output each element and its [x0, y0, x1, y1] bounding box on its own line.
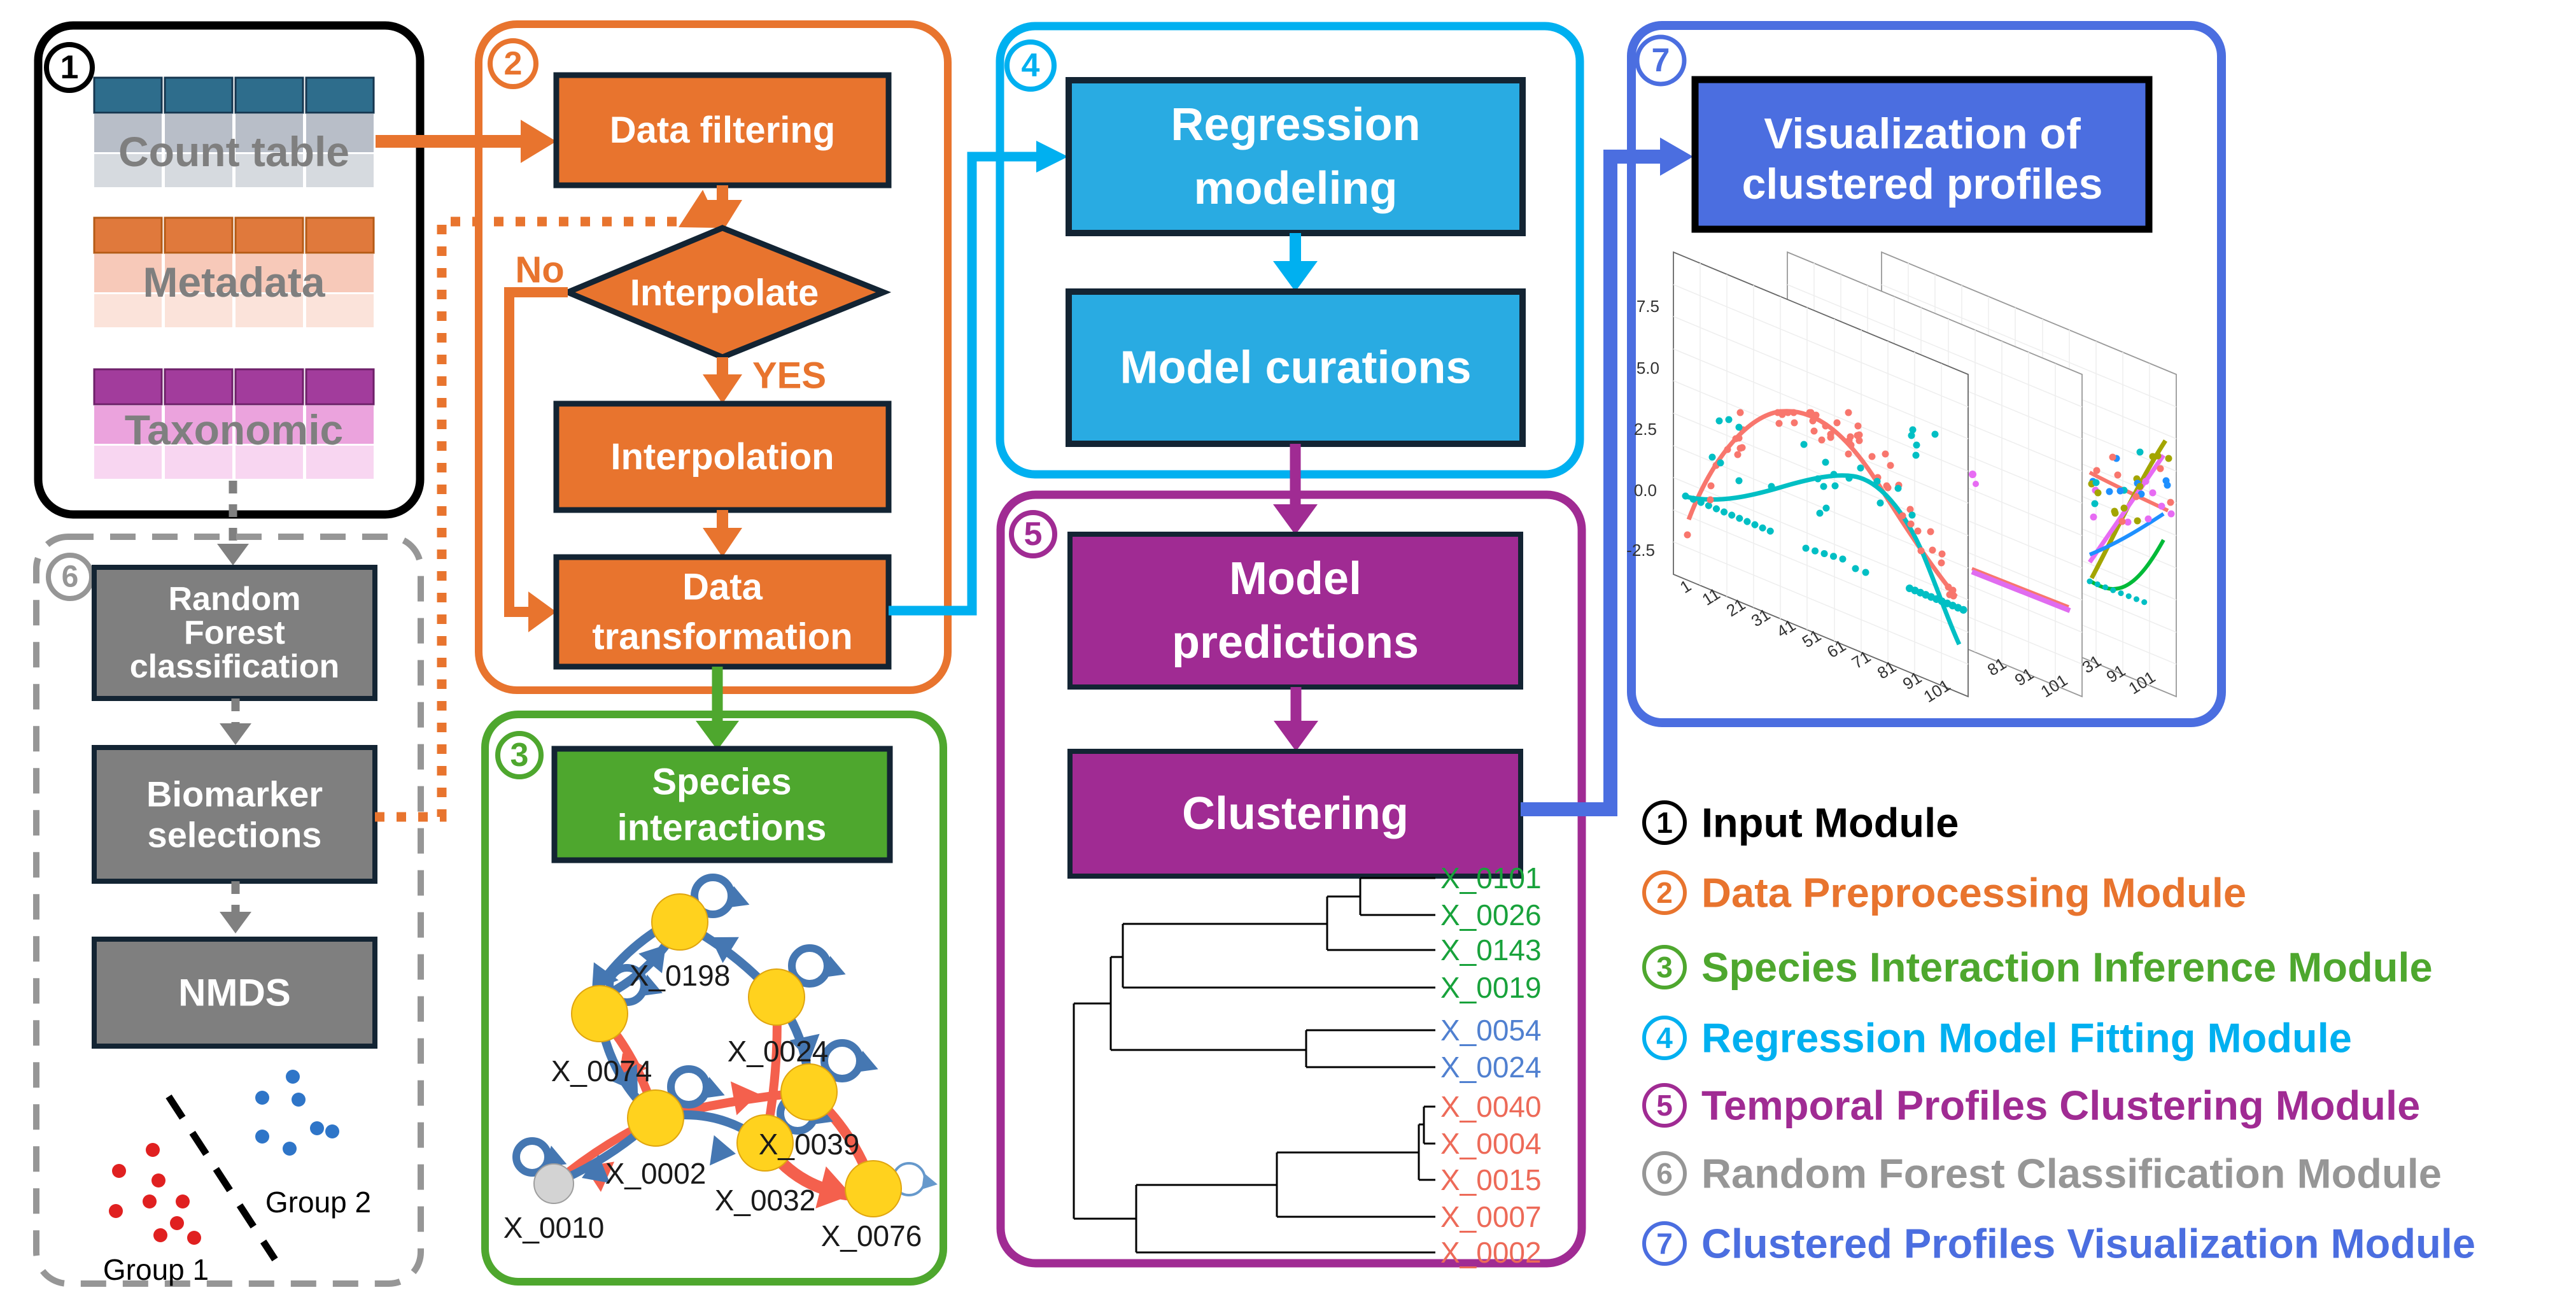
svg-text:X_0019: X_0019: [1440, 971, 1542, 1004]
svg-text:Species Interaction Inference: Species Interaction Inference Module: [1701, 944, 2433, 991]
svg-text:2: 2: [1656, 876, 1673, 909]
svg-text:X_0101: X_0101: [1440, 861, 1542, 895]
svg-text:predictions: predictions: [1172, 617, 1419, 668]
svg-text:Group 1: Group 1: [103, 1253, 209, 1286]
svg-text:Random Forest Classification M: Random Forest Classification Module: [1701, 1151, 2442, 1197]
svg-text:3: 3: [510, 737, 529, 774]
svg-text:Interpolate: Interpolate: [630, 273, 819, 314]
svg-text:X_0076: X_0076: [821, 1219, 922, 1252]
svg-text:Clustered Profiles Visualizati: Clustered Profiles Visualization Module: [1701, 1221, 2475, 1267]
svg-text:6: 6: [1656, 1157, 1673, 1190]
svg-text:Taxonomic: Taxonomic: [125, 406, 344, 453]
svg-text:Group 2: Group 2: [265, 1186, 371, 1219]
svg-text:Temporal Profiles Clustering M: Temporal Profiles Clustering Module: [1701, 1082, 2420, 1129]
svg-text:X_0198: X_0198: [630, 959, 731, 992]
svg-text:7: 7: [1652, 42, 1670, 79]
svg-text:X_0032: X_0032: [715, 1184, 816, 1217]
svg-text:Clustering: Clustering: [1182, 788, 1409, 839]
svg-text:Regression Model Fitting Modul: Regression Model Fitting Module: [1701, 1015, 2352, 1061]
svg-text:X_0004: X_0004: [1440, 1127, 1542, 1160]
svg-text:X_0024: X_0024: [728, 1035, 829, 1068]
svg-text:5: 5: [1024, 516, 1043, 553]
svg-text:Metadata: Metadata: [143, 259, 325, 306]
svg-text:1: 1: [1656, 806, 1673, 839]
svg-text:Data: Data: [682, 567, 763, 608]
svg-text:X_0039: X_0039: [759, 1128, 860, 1161]
svg-text:modeling: modeling: [1194, 163, 1398, 214]
svg-text:interactions: interactions: [617, 807, 827, 849]
svg-text:1: 1: [60, 49, 79, 86]
svg-text:X_0007: X_0007: [1440, 1200, 1542, 1233]
svg-text:X_0143: X_0143: [1440, 933, 1542, 967]
svg-text:X_0010: X_0010: [503, 1211, 605, 1244]
svg-text:X_0024: X_0024: [1440, 1051, 1542, 1084]
svg-text:YES: YES: [752, 355, 826, 397]
svg-text:-2.5: -2.5: [1626, 541, 1655, 560]
svg-text:Interpolation: Interpolation: [610, 436, 834, 478]
svg-text:Count table: Count table: [118, 128, 349, 175]
svg-text:X_0002: X_0002: [605, 1157, 707, 1190]
svg-text:X_0040: X_0040: [1440, 1090, 1542, 1123]
svg-text:7.5: 7.5: [1636, 297, 1659, 316]
svg-text:Data filtering: Data filtering: [610, 110, 836, 151]
svg-text:X_0054: X_0054: [1440, 1014, 1542, 1047]
svg-text:NMDS: NMDS: [178, 972, 291, 1014]
svg-text:Regression: Regression: [1171, 99, 1420, 150]
svg-text:4: 4: [1022, 47, 1040, 84]
svg-text:Visualization of: Visualization of: [1764, 110, 2081, 158]
svg-text:X_0015: X_0015: [1440, 1163, 1542, 1196]
svg-text:Random: Random: [169, 581, 301, 618]
svg-text:clustered profiles: clustered profiles: [1742, 160, 2103, 208]
svg-text:Forest: Forest: [184, 614, 285, 651]
svg-text:Model: Model: [1229, 553, 1362, 604]
svg-text:6: 6: [62, 560, 79, 594]
svg-text:selections: selections: [148, 815, 322, 855]
svg-text:2.5: 2.5: [1634, 420, 1657, 439]
svg-text:2: 2: [504, 45, 523, 82]
svg-text:7: 7: [1656, 1227, 1673, 1260]
svg-text:X_0026: X_0026: [1440, 898, 1542, 932]
svg-text:No: No: [515, 250, 564, 291]
svg-text:X_0074: X_0074: [551, 1054, 652, 1088]
svg-text:Biomarker: Biomarker: [146, 774, 323, 814]
svg-text:0.0: 0.0: [1634, 481, 1657, 500]
svg-text:Data Preprocessing Module: Data Preprocessing Module: [1701, 870, 2246, 916]
svg-text:3: 3: [1656, 951, 1673, 984]
svg-text:Model curations: Model curations: [1120, 343, 1471, 393]
svg-text:X_0002: X_0002: [1440, 1236, 1542, 1269]
svg-text:Input Module: Input Module: [1701, 800, 1959, 846]
svg-text:4: 4: [1656, 1021, 1673, 1054]
svg-text:5: 5: [1656, 1089, 1673, 1122]
svg-text:5.0: 5.0: [1636, 358, 1659, 378]
svg-text:classification: classification: [130, 648, 339, 685]
svg-text:Species: Species: [652, 762, 791, 803]
svg-text:transformation: transformation: [592, 616, 852, 658]
